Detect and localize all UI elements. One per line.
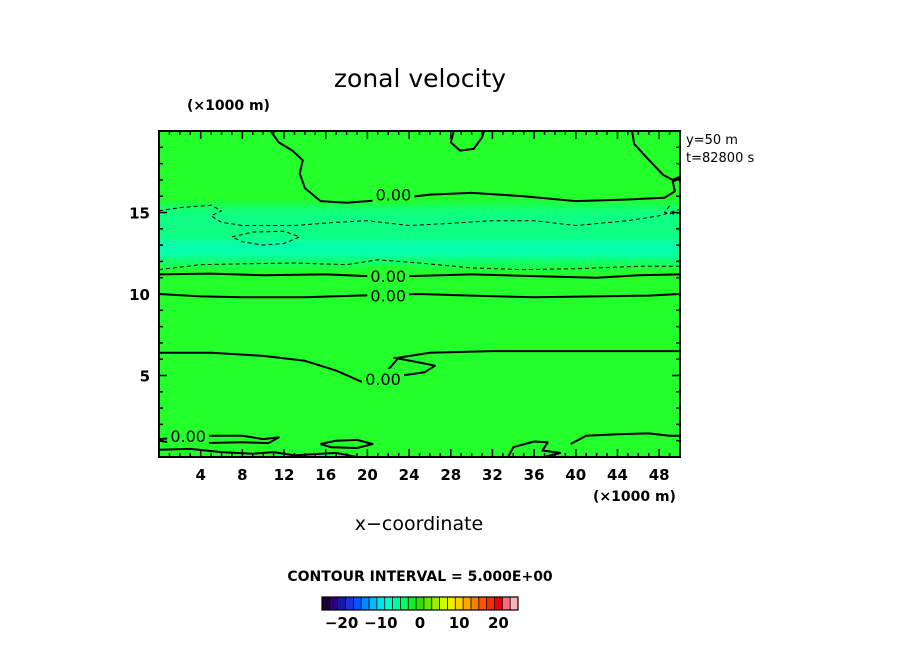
x-unit-label: (×1000 m) — [593, 489, 676, 505]
contour-line-10 — [570, 432, 680, 445]
colorbar-tick-label: 20 — [488, 614, 509, 632]
contour-line-4 — [631, 131, 680, 181]
x-tick-label: 24 — [399, 466, 420, 484]
x-tick-label: 12 — [274, 466, 295, 484]
colorbar-cell — [510, 597, 519, 610]
x-tick-label: 40 — [565, 466, 586, 484]
colorbar-tick-label: −20 — [325, 614, 358, 632]
contour-label-4: 0.00 — [170, 427, 206, 446]
contour-label-bg-3 — [362, 368, 405, 388]
contour-label-2: 0.00 — [370, 287, 406, 306]
colorbar-cell — [431, 597, 440, 610]
contour-line-negative-13 — [159, 204, 680, 226]
colorbar-cell — [478, 597, 487, 610]
contour-label-bg-2 — [367, 285, 410, 305]
colorbar-cell — [447, 597, 456, 610]
contour-interval-text: CONTOUR INTERVAL = 5.000E+00 — [287, 569, 553, 585]
colorbar-cell — [376, 597, 386, 610]
field-band-core-0 — [159, 240, 680, 257]
colorbar-cell — [337, 597, 346, 610]
colorbar-cell — [408, 597, 417, 610]
contour-line-1 — [159, 293, 680, 299]
colorbar-cell — [463, 597, 472, 610]
colorbar-cell — [384, 597, 393, 610]
contour-label-bg-1 — [367, 266, 410, 286]
x-tick-label: 36 — [524, 466, 545, 484]
colorbar-tick-label: −10 — [364, 614, 397, 632]
colorbar-cell — [439, 597, 448, 610]
colorbar-tick-label: 10 — [449, 614, 470, 632]
x-tick-label: 44 — [607, 466, 628, 484]
contour-label-bg-0 — [372, 184, 415, 204]
colorbar-tick-label: 0 — [415, 614, 425, 632]
x-tick-label: 32 — [482, 466, 503, 484]
y-unit-label: (×1000 m) — [187, 98, 270, 114]
contour-line-negative-15 — [663, 205, 680, 215]
x-tick-label: 28 — [440, 466, 461, 484]
contour-line-3 — [449, 131, 486, 152]
x-tick-label: 20 — [357, 466, 378, 484]
x-tick-label: 16 — [315, 466, 336, 484]
info-line-2: t=82800 s — [686, 151, 754, 166]
colorbar-cell — [361, 597, 370, 610]
plot-area: 0.000.000.000.000.00 — [159, 131, 680, 457]
colorbar-cell — [416, 597, 425, 610]
colorbar-cell — [392, 597, 401, 610]
contour-line-negative-12 — [159, 259, 680, 271]
colorbar-cell — [494, 597, 503, 610]
colorbar-cell — [400, 597, 409, 610]
velocity-field — [159, 131, 680, 457]
colorbar-cell — [322, 597, 331, 610]
contour-label-0: 0.00 — [376, 186, 412, 205]
y-tick-label: 5 — [140, 368, 150, 386]
colorbar-frame — [321, 596, 519, 611]
colorbar-cell — [353, 597, 362, 610]
x-tick-label: 4 — [195, 466, 205, 484]
x-tick-label: 48 — [649, 466, 670, 484]
colorbar-cell — [329, 597, 338, 610]
colorbar-cell — [369, 597, 378, 610]
y-tick-label: 10 — [129, 286, 150, 304]
colorbar-cell — [345, 597, 354, 610]
colorbar: −20 −10 0 10 20 — [321, 596, 519, 632]
contour-line-11 — [159, 447, 358, 457]
y-tick-label: 15 — [129, 205, 150, 223]
contour-label-bg-4 — [167, 425, 210, 445]
info-line-1: y=50 m — [686, 133, 738, 148]
x-tick-label: 8 — [237, 466, 247, 484]
contour-line-negative-14 — [231, 230, 301, 246]
colorbar-cell — [470, 597, 480, 610]
x-axis-label: x−coordinate — [355, 513, 484, 535]
colorbar-cell — [455, 597, 464, 610]
contour-label-3: 0.00 — [365, 370, 401, 389]
contour-label-1: 0.00 — [370, 267, 406, 286]
chart-title: zonal velocity — [334, 64, 506, 93]
colorbar-cell — [502, 597, 511, 610]
contour-labels: 0.000.000.000.000.00 — [167, 184, 415, 446]
colorbar-cell — [423, 597, 433, 610]
colorbar-cell — [486, 597, 495, 610]
contour-line-8 — [320, 438, 374, 449]
